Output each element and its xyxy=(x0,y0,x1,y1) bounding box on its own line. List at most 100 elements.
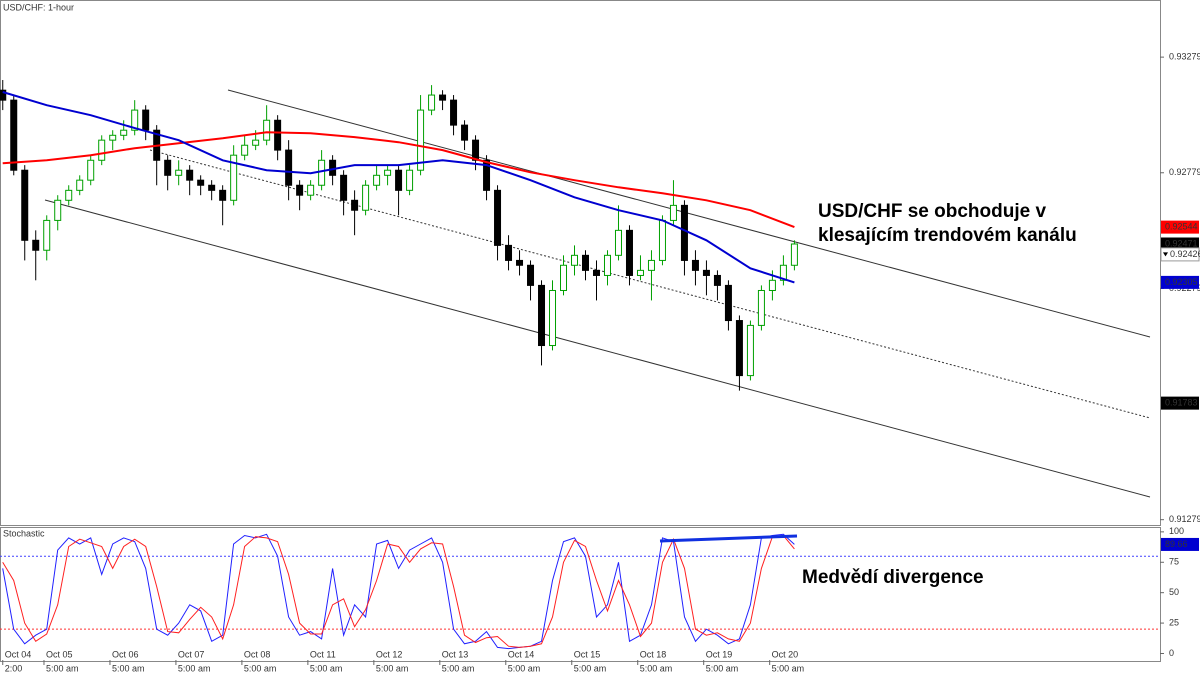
x-tick-label: Oct 20 xyxy=(772,649,799,659)
x-tick-sublabel: 5:00 am xyxy=(574,663,607,673)
x-tick-sublabel: 5:00 am xyxy=(46,663,79,673)
x-tick-sublabel: 5:00 am xyxy=(442,663,475,673)
candle-body xyxy=(713,274,721,286)
stochastic-line xyxy=(2,533,795,650)
candle-body xyxy=(230,154,238,201)
candle-body xyxy=(197,179,205,186)
x-tick-label: Oct 12 xyxy=(376,649,403,659)
candle-body xyxy=(241,144,249,156)
candle-body xyxy=(120,129,128,136)
candle-body xyxy=(494,189,502,246)
candle-body xyxy=(527,264,535,286)
candle-body xyxy=(757,289,765,326)
candle-body xyxy=(549,289,557,347)
y-tick-label: 25 xyxy=(1169,617,1179,627)
candle-body xyxy=(636,269,644,276)
price-marker xyxy=(1160,247,1200,262)
candle-body xyxy=(296,184,304,196)
candle-body xyxy=(450,99,458,126)
marker-arrow xyxy=(1163,252,1168,257)
moving-average xyxy=(2,91,795,284)
stoch-title-bg xyxy=(1,528,41,539)
annotation: Medvědí divergence xyxy=(802,567,984,588)
candle-body xyxy=(625,229,633,276)
candle-body xyxy=(318,159,326,186)
candle-body xyxy=(439,94,447,101)
candle-body xyxy=(186,169,194,181)
title-bg xyxy=(1,1,65,13)
candle-body xyxy=(417,109,425,171)
y-tick-label: 0.91279 xyxy=(1169,514,1200,524)
candle-body xyxy=(571,254,579,266)
price-marker-label: 0.92426 xyxy=(1170,249,1200,259)
candle-body xyxy=(87,159,95,181)
x-tick-sublabel: 5:00 am xyxy=(706,663,739,673)
divergence-line xyxy=(659,534,798,543)
plot-layer: 0.932790.927790.922790.912790.925440.924… xyxy=(0,52,1200,673)
candle-body xyxy=(142,109,150,131)
candle-body xyxy=(274,119,282,151)
candle-body xyxy=(54,199,62,221)
candle-body xyxy=(43,219,51,251)
chart-title: USD/CHF: 1-hour xyxy=(3,2,74,12)
candle-body xyxy=(538,284,546,347)
x-tick-sublabel: 5:00 am xyxy=(310,663,343,673)
candle-body xyxy=(647,259,655,271)
candle-body xyxy=(32,239,40,251)
x-tick-sublabel: 2:00 xyxy=(5,663,23,673)
candle-body xyxy=(384,169,392,176)
candle-body xyxy=(21,169,29,241)
candle-body xyxy=(483,159,491,191)
x-tick-label: Oct 04 xyxy=(5,649,32,659)
x-tick-label: Oct 06 xyxy=(112,649,139,659)
price-pane xyxy=(0,0,1161,526)
x-tick-sublabel: 5:00 am xyxy=(112,663,145,673)
candle-body xyxy=(0,89,7,101)
stoch-marker xyxy=(1161,537,1199,551)
candle-body xyxy=(362,184,370,211)
candle-body xyxy=(219,189,227,201)
candle-body xyxy=(581,254,589,271)
annotation: USD/CHF se obchoduje v xyxy=(818,201,1046,222)
moving-average xyxy=(2,131,795,229)
candle-body xyxy=(131,109,139,131)
candle-body xyxy=(560,264,568,291)
candle-body xyxy=(669,204,677,221)
candle-body xyxy=(98,139,106,161)
candle-body xyxy=(263,119,271,141)
candle-body xyxy=(702,269,710,276)
candle-body xyxy=(735,320,743,377)
candle-body xyxy=(505,244,513,261)
candle-body xyxy=(472,139,480,161)
x-tick-label: Oct 11 xyxy=(310,649,336,659)
candle-body xyxy=(252,139,260,146)
candle-body xyxy=(768,279,776,291)
y-tick-label: 75 xyxy=(1169,557,1179,567)
stoch-marker-label: 89.66 xyxy=(1165,539,1188,549)
price-marker-label: 0.92544 xyxy=(1165,221,1198,231)
price-marker xyxy=(1161,237,1199,251)
candle-body xyxy=(340,174,348,201)
candle-body xyxy=(164,159,172,176)
x-tick-label: Oct 14 xyxy=(508,649,535,659)
candle-body xyxy=(10,99,18,171)
candle-body xyxy=(285,149,293,186)
x-tick-sublabel: 5:00 am xyxy=(244,663,277,673)
candle-body xyxy=(406,169,414,191)
candle-body xyxy=(603,254,611,276)
price-marker-label: 0.92471 xyxy=(1165,238,1198,248)
candle-body xyxy=(746,324,754,377)
candle-body xyxy=(658,219,666,261)
price-marker xyxy=(1161,220,1199,234)
candle-body xyxy=(614,229,622,256)
y-tick-label: 0.92779 xyxy=(1169,167,1200,177)
channel-middle xyxy=(149,149,1151,419)
x-tick-label: Oct 08 xyxy=(244,649,271,659)
x-tick-label: Oct 15 xyxy=(574,649,601,659)
channel-upper xyxy=(227,89,1151,338)
x-tick-sublabel: 5:00 am xyxy=(178,663,211,673)
x-tick-label: Oct 07 xyxy=(178,649,205,659)
candle-body xyxy=(76,179,84,191)
candle-body xyxy=(461,124,469,141)
